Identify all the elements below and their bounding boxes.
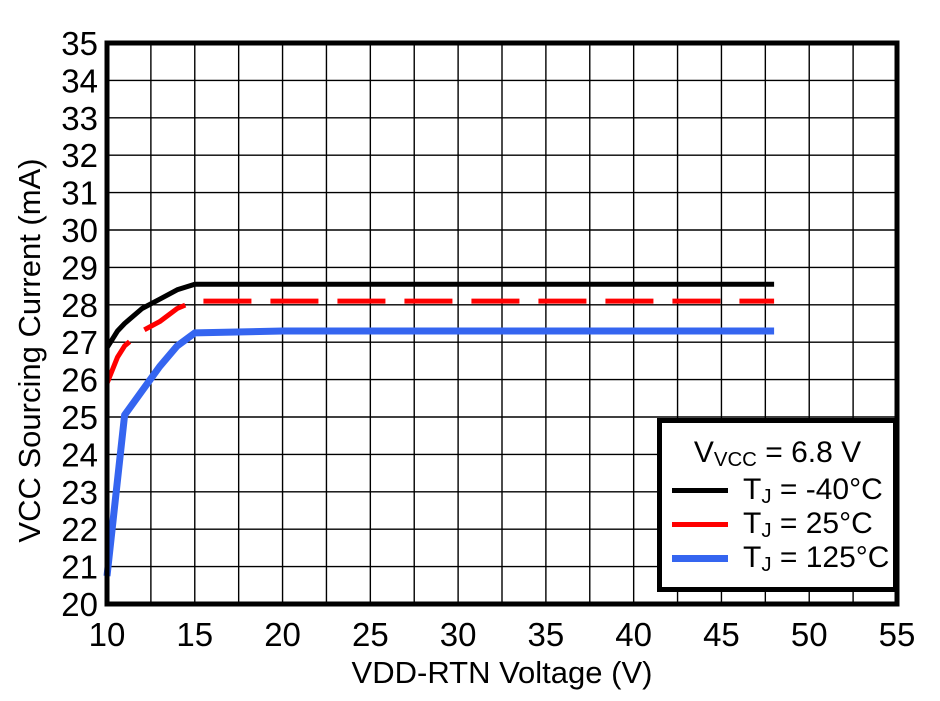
legend-line-swatch-blue xyxy=(672,554,728,562)
series-line-1 xyxy=(104,298,775,385)
legend-label-subscript: J xyxy=(761,553,772,576)
legend-entry: TJ = -40°C xyxy=(662,473,893,507)
y-tick-label: 28 xyxy=(61,287,98,324)
y-tick-label: 33 xyxy=(61,100,98,137)
legend-label-text: T xyxy=(743,473,762,506)
y-tick-label: 22 xyxy=(61,511,98,548)
legend-line-swatch-red xyxy=(672,521,728,527)
series-line-2 xyxy=(103,327,775,577)
y-tick-label: 34 xyxy=(61,62,98,99)
y-tick-label: 24 xyxy=(61,436,98,473)
legend-entry: TJ = 125°C xyxy=(662,541,893,575)
plot-frame xyxy=(104,40,900,607)
x-tick-label: 40 xyxy=(615,616,652,653)
x-tick-labels: 10 15 20 25 30 35 40 45 50 55 xyxy=(89,616,916,653)
legend-entry-label: TJ = -40°C xyxy=(743,473,883,507)
x-tick-label: 25 xyxy=(352,616,389,653)
y-tick-label: 29 xyxy=(61,249,98,286)
legend-entry-label: TJ = 25°C xyxy=(743,507,873,541)
legend-label-text: T xyxy=(743,541,762,574)
x-tick-label: 55 xyxy=(879,616,916,653)
legend-title-subscript: VCC xyxy=(713,448,757,471)
legend-label-value: = 25°C xyxy=(771,507,873,540)
x-tick-label: 35 xyxy=(528,616,565,653)
data-series xyxy=(103,281,775,577)
series-line-0 xyxy=(104,281,775,350)
legend-title-text: V xyxy=(693,436,714,469)
x-tick-label: 45 xyxy=(703,616,740,653)
legend-label-text: T xyxy=(743,507,762,540)
y-tick-label: 21 xyxy=(61,549,98,586)
y-tick-label: 30 xyxy=(61,212,98,249)
y-axis-title: VCC Sourcing Current (mA) xyxy=(12,158,47,543)
legend-line-swatch-black xyxy=(672,487,728,493)
y-tick-label: 25 xyxy=(61,399,98,436)
x-tick-label: 30 xyxy=(440,616,477,653)
x-tick-label: 20 xyxy=(264,616,301,653)
legend-box: VVCC = 6.8 V TJ = -40°C TJ = 25°C TJ = 1… xyxy=(657,418,898,592)
legend-label-subscript: J xyxy=(761,485,772,508)
legend-entry: TJ = 25°C xyxy=(662,507,893,541)
legend-entry-label: TJ = 125°C xyxy=(743,541,889,575)
y-tick-label: 32 xyxy=(61,137,98,174)
y-tick-label: 23 xyxy=(61,474,98,511)
legend-label-value: = -40°C xyxy=(771,473,883,506)
x-axis-title: VDD-RTN Voltage (V) xyxy=(351,655,653,690)
y-tick-label: 20 xyxy=(61,586,98,623)
x-tick-label: 10 xyxy=(89,616,126,653)
y-tick-label: 27 xyxy=(61,324,98,361)
y-tick-label: 26 xyxy=(61,362,98,399)
y-tick-label: 31 xyxy=(61,175,98,212)
x-tick-label: 15 xyxy=(176,616,213,653)
legend-label-subscript: J xyxy=(761,519,772,542)
legend-title-value: = 6.8 V xyxy=(756,436,862,469)
legend-title: VVCC = 6.8 V xyxy=(662,433,893,473)
legend-label-value: = 125°C xyxy=(771,541,890,574)
x-tick-label: 50 xyxy=(791,616,828,653)
y-tick-label: 35 xyxy=(61,25,98,62)
